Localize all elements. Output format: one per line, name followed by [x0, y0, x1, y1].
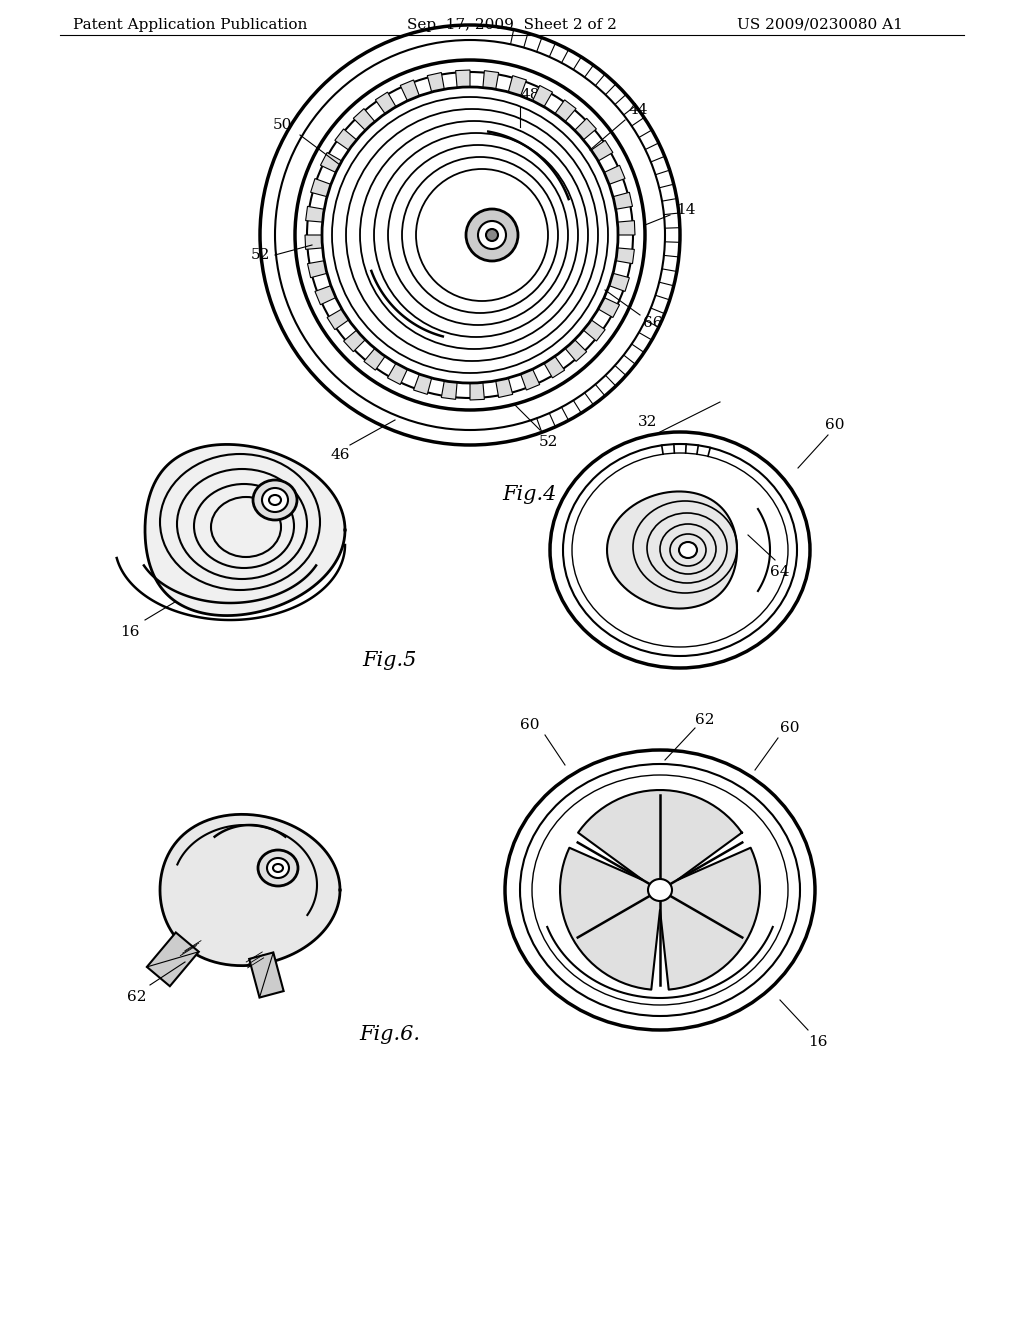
Text: 50: 50 — [272, 117, 292, 132]
Polygon shape — [613, 193, 633, 210]
Polygon shape — [376, 92, 396, 114]
Polygon shape — [441, 380, 457, 400]
Polygon shape — [560, 791, 760, 990]
Text: 46: 46 — [331, 447, 350, 462]
Text: 60: 60 — [780, 721, 800, 735]
Polygon shape — [335, 129, 356, 150]
Polygon shape — [609, 273, 630, 292]
Text: 66: 66 — [643, 315, 663, 330]
Polygon shape — [400, 81, 420, 100]
Text: 60: 60 — [825, 418, 845, 432]
Text: Sep. 17, 2009  Sheet 2 of 2: Sep. 17, 2009 Sheet 2 of 2 — [408, 18, 616, 32]
Ellipse shape — [466, 209, 518, 261]
Polygon shape — [427, 73, 444, 92]
Polygon shape — [615, 248, 635, 264]
Text: Patent Application Publication: Patent Application Publication — [73, 18, 307, 32]
Polygon shape — [591, 140, 613, 161]
Polygon shape — [364, 348, 385, 370]
Polygon shape — [532, 86, 553, 107]
Polygon shape — [321, 153, 342, 173]
Polygon shape — [387, 363, 408, 384]
Polygon shape — [353, 108, 375, 131]
Ellipse shape — [648, 879, 672, 902]
Polygon shape — [146, 932, 199, 986]
Polygon shape — [456, 70, 470, 87]
Text: 62: 62 — [127, 990, 146, 1005]
Polygon shape — [305, 235, 323, 249]
Polygon shape — [574, 119, 596, 140]
Polygon shape — [607, 491, 737, 609]
Ellipse shape — [679, 543, 697, 558]
Polygon shape — [160, 814, 340, 966]
Polygon shape — [327, 309, 349, 330]
Polygon shape — [520, 370, 540, 389]
Text: 48: 48 — [520, 88, 540, 102]
Polygon shape — [544, 356, 564, 378]
Ellipse shape — [262, 488, 288, 512]
Polygon shape — [344, 330, 366, 351]
Text: Fig.6.: Fig.6. — [359, 1026, 421, 1044]
Polygon shape — [470, 383, 484, 400]
Polygon shape — [584, 319, 605, 341]
Text: 62: 62 — [695, 713, 715, 727]
Polygon shape — [249, 953, 284, 998]
Text: 16: 16 — [808, 1035, 827, 1049]
Polygon shape — [145, 445, 345, 615]
Polygon shape — [496, 378, 513, 397]
Polygon shape — [604, 165, 625, 185]
Text: Fig.5: Fig.5 — [362, 651, 417, 669]
Ellipse shape — [258, 850, 298, 886]
Text: 52: 52 — [539, 436, 558, 449]
Ellipse shape — [322, 87, 618, 383]
Text: 14: 14 — [676, 203, 695, 216]
Text: 32: 32 — [638, 414, 657, 429]
Polygon shape — [310, 178, 331, 197]
Polygon shape — [598, 297, 620, 318]
Text: US 2009/0230080 A1: US 2009/0230080 A1 — [737, 18, 903, 32]
Polygon shape — [305, 206, 325, 222]
Polygon shape — [617, 220, 635, 235]
Polygon shape — [508, 75, 526, 96]
Ellipse shape — [267, 858, 289, 878]
Polygon shape — [565, 339, 587, 362]
Text: 44: 44 — [629, 103, 648, 117]
Text: 60: 60 — [520, 718, 540, 733]
Text: Fig.4: Fig.4 — [503, 486, 557, 504]
Text: 52: 52 — [250, 248, 269, 261]
Polygon shape — [555, 100, 577, 121]
Ellipse shape — [486, 228, 498, 242]
Ellipse shape — [478, 220, 506, 249]
Polygon shape — [483, 71, 499, 90]
Ellipse shape — [253, 480, 297, 520]
Text: 16: 16 — [120, 624, 139, 639]
Polygon shape — [307, 260, 327, 277]
Polygon shape — [414, 374, 432, 395]
Polygon shape — [315, 285, 336, 305]
Text: 64: 64 — [770, 565, 790, 579]
